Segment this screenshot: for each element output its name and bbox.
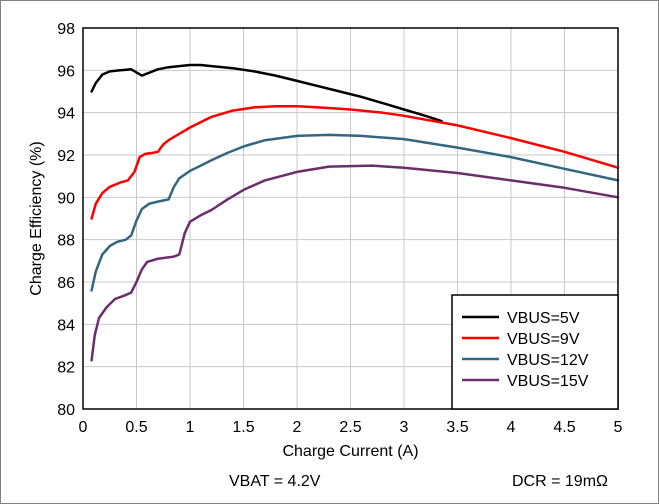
dcr-note: DCR = 19mΩ bbox=[512, 473, 608, 490]
plot-frame bbox=[82, 27, 619, 410]
x-tick-label: 1.5 bbox=[232, 419, 254, 436]
x-tick-label: 4.5 bbox=[553, 419, 575, 436]
y-tick-label: 84 bbox=[57, 317, 75, 334]
x-tick-label: 0.5 bbox=[125, 419, 147, 436]
y-tick-label: 98 bbox=[57, 21, 75, 38]
x-tick-label: 3 bbox=[400, 419, 409, 436]
legend-box bbox=[451, 294, 619, 410]
y-tick-label: 92 bbox=[57, 148, 75, 165]
y-axis-title: Charge Efficiency (%) bbox=[28, 141, 45, 295]
x-tick-label: 1 bbox=[186, 419, 195, 436]
vbat-note: VBAT = 4.2V bbox=[229, 473, 321, 490]
x-tick-label: 5 bbox=[614, 419, 623, 436]
x-tick-label: 3.5 bbox=[446, 419, 468, 436]
legend: VBUS=5V VBUS=9V VBUS=12V VBUS=15V bbox=[451, 294, 619, 410]
tick-layer: 0 0.5 1 1.5 2 2.5 3 3.5 4 4.5 5 80 82 84 86 88 90 92 94 96 9… bbox=[57, 21, 622, 436]
x-axis-title: Charge Current (A) bbox=[282, 443, 418, 460]
x-tick-label: 2.5 bbox=[339, 419, 361, 436]
series-layer bbox=[90, 63, 620, 362]
legend-label: VBUS=15V bbox=[507, 373, 589, 390]
chart-svg: 0 0.5 1 1.5 2 2.5 3 3.5 4 4.5 5 80 82 84 86 88 90 92 94 96 9… bbox=[28, 21, 623, 460]
y-tick-label: 80 bbox=[57, 402, 75, 419]
legend-label: VBUS=12V bbox=[507, 352, 589, 369]
legend-label: VBUS=9V bbox=[507, 331, 580, 348]
y-tick-label: 96 bbox=[57, 63, 75, 80]
y-tick-label: 82 bbox=[57, 360, 75, 377]
series-line bbox=[90, 133, 620, 292]
x-tick-label: 4 bbox=[507, 419, 516, 436]
series-line bbox=[90, 63, 443, 123]
x-tick-label: 0 bbox=[79, 419, 88, 436]
y-tick-label: 90 bbox=[57, 190, 75, 207]
y-tick-label: 88 bbox=[57, 233, 75, 250]
series-line bbox=[90, 164, 620, 362]
x-tick-label: 2 bbox=[293, 419, 302, 436]
legend-label: VBUS=5V bbox=[507, 310, 580, 327]
y-tick-label: 86 bbox=[57, 275, 75, 292]
y-tick-label: 94 bbox=[57, 106, 75, 123]
series-line bbox=[90, 105, 620, 220]
